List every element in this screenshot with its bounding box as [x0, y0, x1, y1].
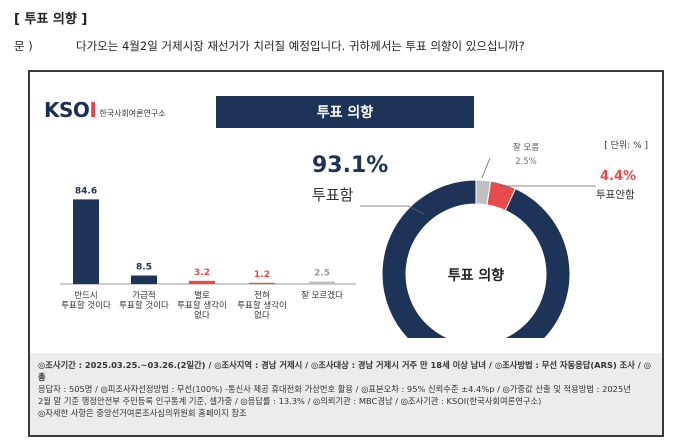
donut-slice	[381, 179, 571, 338]
ksoi-logo: KSOI 한국사회여론연구소	[44, 98, 166, 122]
logo-subtext: 한국사회여론연구소	[99, 108, 166, 118]
slice-name-label: 잘 모름	[513, 142, 539, 153]
footer-line-2: 응답자 : 505명 / ◎피조사자선정방법 : 무선(100%) -통신사 제…	[38, 384, 631, 394]
bar	[131, 275, 157, 284]
footer-line-4: ◎자세한 사항은 중앙선거여론조사심의위원회 홈페이지 참조	[38, 408, 247, 418]
slice-name-label: 투표함	[312, 186, 354, 204]
bar	[189, 280, 215, 284]
question-text: 다가오는 4월2일 거제시장 재선거가 치러질 예정입니다. 귀하께서는 투표 …	[76, 39, 525, 53]
bar	[73, 199, 99, 284]
slice-value-label: 2.5%	[515, 157, 537, 167]
bar-value-label: 8.5	[136, 263, 152, 273]
bar	[249, 282, 275, 284]
category-label: 반드시 투표할 것이다	[61, 290, 111, 311]
donut-center-label: 투표 의향	[448, 267, 505, 284]
footer-line-3: 2월 말 기준 행정안전부 주민등록 인구통계 기준, 셀가중 / ◎응답률 :…	[38, 396, 542, 406]
survey-footer: ◎조사기간 : 2025.03.25.~03.26.(2일간) / ◎조사지역 …	[30, 353, 662, 435]
question: 문 ) 다가오는 4월2일 거제시장 재선거가 치러질 예정입니다. 귀하께서는 …	[14, 38, 525, 54]
slice-name-label: 투표안함	[596, 189, 635, 201]
bar-value-label: 84.6	[75, 186, 97, 196]
leader-line	[407, 205, 425, 215]
bar-value-label: 2.5	[314, 269, 330, 279]
bar-value-label: 3.2	[194, 268, 210, 278]
leader-line	[481, 157, 491, 179]
category-label: 잘 모르겠다	[301, 290, 343, 301]
question-label: 문 )	[14, 39, 33, 53]
footer-line-1: ◎조사기간 : 2025.03.25.~03.26.(2일간) / ◎조사지역 …	[38, 360, 651, 382]
category-label: 가급적 투표할 것이다	[119, 290, 169, 311]
unit-label: [ 단위: % ]	[604, 141, 648, 151]
chart-title-banner: 투표 의향	[216, 96, 474, 128]
logo-mark: KSOI	[44, 98, 97, 122]
category-label: 전혀 투표할 생각이 없다	[237, 290, 287, 321]
slice-value-label: 4.4%	[600, 169, 636, 184]
category-label: 별로 투표할 생각이 없다	[177, 290, 227, 321]
bar-value-label: 1.2	[254, 270, 270, 280]
bar-chart: 84.6 반드시 투표할 것이다 8.5 가급적 투표할 것이다 3.2 별로 투표할 생각이 없…	[60, 186, 356, 321]
donut-chart: 투표 의향 93.1% 투표함 4.4% 투표안함 잘 모름 2.5%	[312, 142, 636, 338]
bar	[309, 281, 335, 284]
slice-value-label: 93.1%	[312, 153, 388, 178]
result-card: KSOI 한국사회여론연구소 투표 의향 [ 단위: % ] 84.6 반드시 투표…	[28, 70, 664, 437]
section-title: [ 투표 의향 ]	[14, 12, 88, 27]
